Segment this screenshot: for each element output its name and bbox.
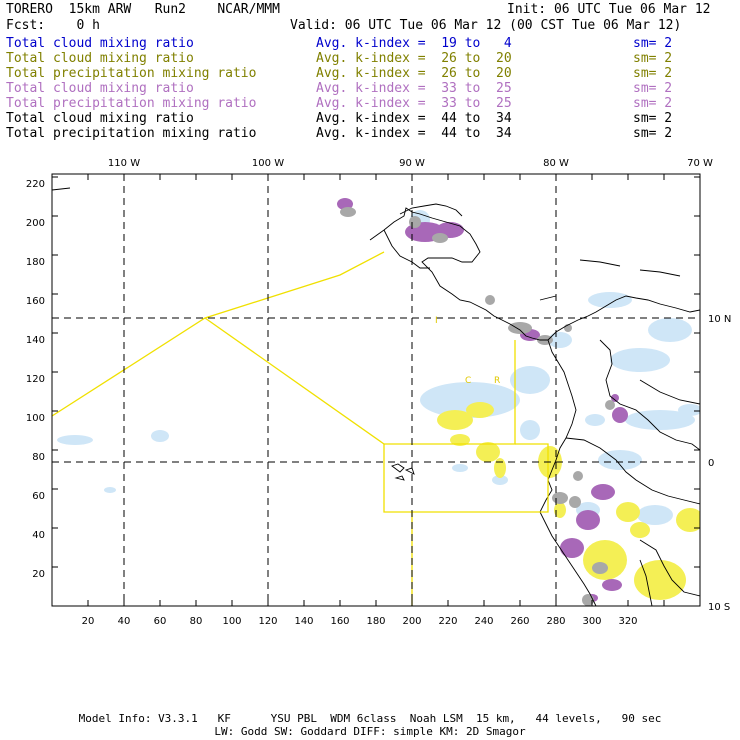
caribbean-islands [539,259,681,301]
x-tick-label: 320 [618,616,637,627]
x-tick-label: 280 [546,616,565,627]
x-tick-label: 20 [82,616,95,627]
lat-label: 10 S [708,602,730,613]
x-tick-label: 120 [258,616,277,627]
y-tick-labels: 20 40 60 80 100 120 140 160 180 200 220 [26,179,45,580]
legend-field: Total cloud mixing ratio [6,51,194,66]
legend-sm: sm= 2 [633,81,673,96]
central-america-coast [383,207,700,341]
x-tick-label: 180 [366,616,385,627]
south-america-west-coast [539,339,597,606]
lon-labels: 110 W 100 W 90 W 80 W 70 W [108,158,713,169]
x-tick-label: 300 [582,616,601,627]
lat-lon-grid [52,174,700,606]
x-tick-label: 260 [510,616,529,627]
forecast-hour: Fcst: 0 h [6,18,100,33]
valid-time: Valid: 06 UTC Tue 06 Mar 12 (00 CST Tue … [290,18,682,33]
y-tick-label: 100 [26,413,45,424]
legend-index: Avg. k-index = 19 to 4 [316,36,512,51]
legend-field: Total precipitation mixing ratio [6,96,257,111]
x-tick-label: 60 [154,616,167,627]
light-cloud-areas [57,210,700,525]
lat-label: 0 [708,458,714,469]
lon-label: 80 W [543,158,569,169]
lat-label: 10 N [708,314,731,325]
lat-labels: 10 N 0 10 S [708,314,731,613]
legend-index: Avg. k-index = 44 to 34 [316,126,512,141]
region-label: C [465,376,471,386]
x-tick-label: 240 [474,616,493,627]
legend-index: Avg. k-index = 33 to 25 [316,96,512,111]
brazil-coast [639,379,700,405]
legend-sm: sm= 2 [633,36,673,51]
legend-index: Avg. k-index = 26 to 20 [316,66,512,81]
y-tick-label: 220 [26,179,45,190]
x-tick-label: 80 [190,616,203,627]
legend-sm: sm= 2 [633,126,673,141]
lon-label: 100 W [252,158,284,169]
y-tick-label: 140 [26,335,45,346]
lon-label: 70 W [687,158,713,169]
x-tick-label: 200 [402,616,421,627]
region-labels: I C R [435,316,500,386]
y-tick-label: 120 [26,374,45,385]
x-tick-label: 100 [222,616,241,627]
axis-ticks [52,174,700,606]
legend-sm: sm= 2 [633,66,673,81]
y-tick-label: 160 [26,296,45,307]
x-tick-label: 40 [118,616,131,627]
y-tick-label: 60 [32,491,45,502]
y-tick-label: 80 [32,452,45,463]
model-info: Model Info: V3.3.1 KF YSU PBL WDM 6class… [78,712,662,725]
y-tick-label: 20 [32,569,45,580]
flight-region-south-box [383,443,549,513]
coastlines [52,187,700,606]
legend-index: Avg. k-index = 26 to 20 [316,51,512,66]
legend-sm: sm= 2 [633,96,673,111]
flight-region-diagonal [204,317,385,445]
chile-border [639,559,653,606]
y-tick-label: 180 [26,257,45,268]
x-tick-labels: 20 40 60 80 100 120 140 160 180 200 220 … [82,616,638,627]
precip-yellow-areas [437,402,700,600]
legend-sm: sm= 2 [633,111,673,126]
x-tick-label: 220 [438,616,457,627]
lon-label: 90 W [399,158,425,169]
legend-index: Avg. k-index = 33 to 25 [316,81,512,96]
legend-field: Total precipitation mixing ratio [6,66,257,81]
legend-field: Total cloud mixing ratio [6,36,194,51]
model-title: TORERO 15km ARW Run2 NCAR/MMM [6,2,280,17]
region-label: R [494,376,500,386]
physics-info: LW: Godd SW: Goddard DIFF: simple KM: 2D… [214,725,526,738]
region-boundaries [52,251,549,606]
lon-label: 110 W [108,158,140,169]
legend-field: Total cloud mixing ratio [6,111,194,126]
init-time: Init: 06 UTC Tue 06 Mar 12 [507,2,711,17]
mexico-coast [52,187,430,269]
x-tick-label: 160 [330,616,349,627]
yucatan [399,203,463,217]
region-label: I [435,316,438,326]
legend-sm: sm= 2 [633,51,673,66]
legend-field: Total precipitation mixing ratio [6,126,257,141]
y-tick-label: 40 [32,530,45,541]
colombia-border [599,339,700,451]
x-tick-label: 140 [294,616,313,627]
ecuador-peru-border [565,437,700,505]
legend-index: Avg. k-index = 44 to 34 [316,111,512,126]
y-tick-label: 200 [26,218,45,229]
galapagos [391,463,415,481]
legend-field: Total cloud mixing ratio [6,81,194,96]
flight-region-west [52,251,385,417]
cloud-field [57,198,700,606]
peru-bolivia-border [639,539,700,597]
